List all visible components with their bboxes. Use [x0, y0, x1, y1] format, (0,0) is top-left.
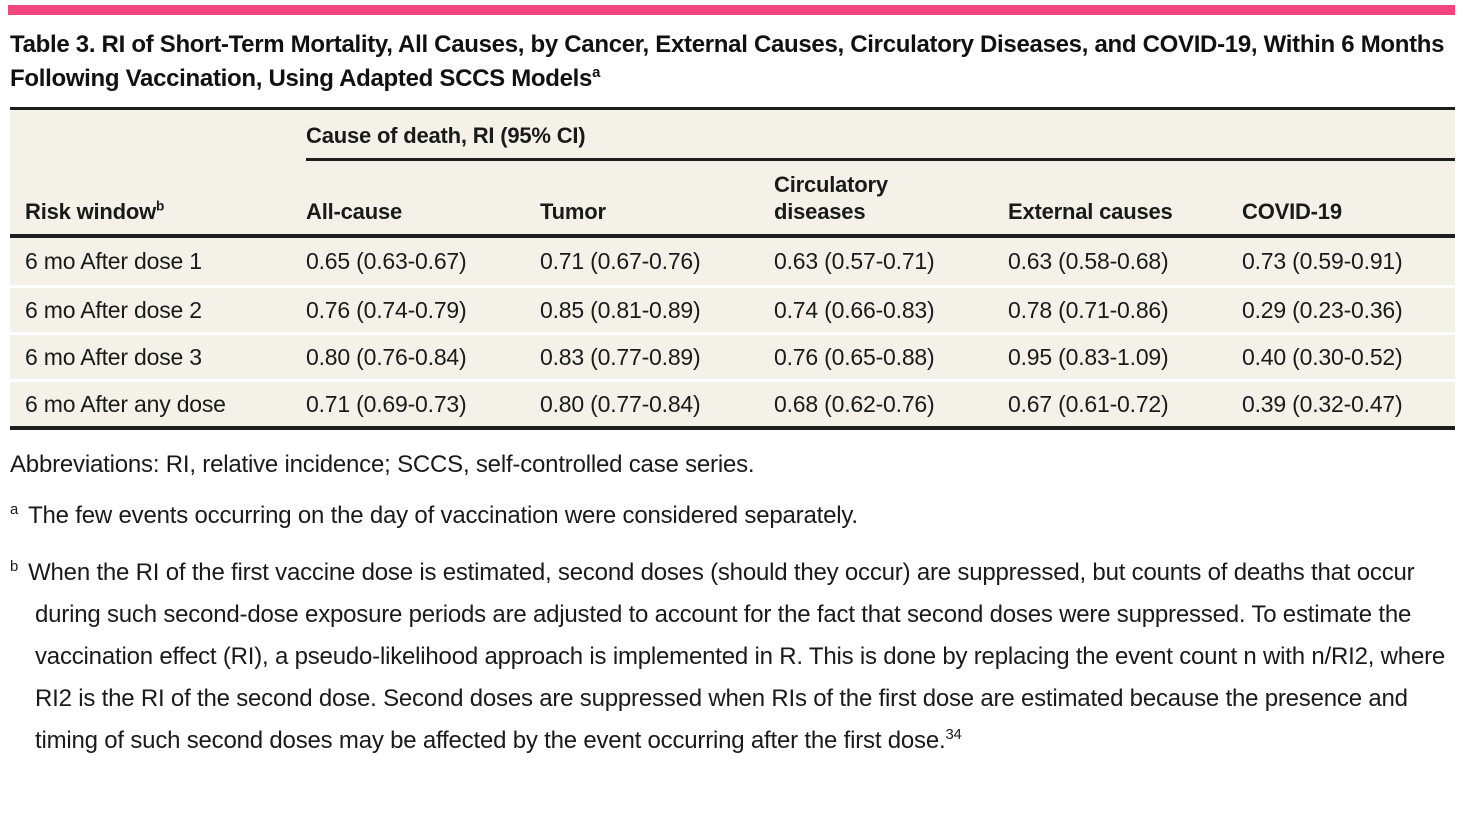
table-cell: 0.67 (0.61-0.72) [1008, 390, 1169, 417]
table-title: Table 3. RI of Short-Term Mortality, All… [10, 28, 1458, 96]
table-cell: 0.39 (0.32-0.47) [1242, 390, 1403, 417]
span-header-row: Cause of death, RI (95% CI) [10, 110, 1455, 161]
row-label: 6 mo After dose 1 [25, 248, 202, 274]
column-header-covid-19: COVID-19 [1242, 198, 1455, 225]
table-body: 6 mo After dose 1 0.65 (0.63-0.67) 0.71 (0… [10, 238, 1455, 426]
column-header-label: External causes [1008, 199, 1173, 224]
abbreviations-note: Abbreviations: RI, relative incidence; S… [10, 451, 755, 478]
table-row: 6 mo After dose 3 0.80 (0.76-0.84) 0.83 (0… [10, 332, 1455, 379]
table-cell: 0.73 (0.59-0.91) [1242, 248, 1403, 274]
table-cell: 0.29 (0.23-0.36) [1242, 296, 1403, 323]
column-header-all-cause: All-cause [306, 198, 540, 225]
footnote-list: a The few events occurring on the day of … [10, 495, 1457, 762]
table-cell: 0.95 (0.83-1.09) [1008, 343, 1169, 370]
column-header-label: COVID-19 [1242, 199, 1342, 224]
footnote-a: a The few events occurring on the day of … [10, 495, 1457, 537]
table-title-text: Table 3. RI of Short-Term Mortality, All… [10, 31, 1445, 92]
table-row: 6 mo After dose 2 0.76 (0.74-0.79) 0.85 (0… [10, 285, 1455, 332]
footnotes: Abbreviations: RI, relative incidence; S… [10, 450, 1457, 762]
table-cell: 0.76 (0.74-0.79) [306, 296, 467, 323]
data-table: Cause of death, RI (95% CI) Risk windowb… [10, 107, 1455, 430]
table-cell: 0.63 (0.57-0.71) [774, 248, 935, 274]
table-cell: 0.78 (0.71-0.86) [1008, 296, 1169, 323]
risk-window-footnote-marker: b [156, 198, 165, 214]
document-page: Table 3. RI of Short-Term Mortality, All… [0, 5, 1463, 813]
table-cell: 0.68 (0.62-0.76) [774, 390, 935, 417]
table-cell: 0.71 (0.67-0.76) [540, 248, 701, 274]
table-cell: 0.63 (0.58-0.68) [1008, 248, 1169, 274]
footnote-b: b When the RI of the first vaccine dose i… [10, 552, 1457, 762]
table-cell: 0.80 (0.77-0.84) [540, 390, 701, 417]
table-row: 6 mo After dose 1 0.65 (0.63-0.67) 0.71 (0… [10, 238, 1455, 285]
accent-bar [8, 5, 1455, 15]
title-footnote-marker: a [592, 65, 601, 81]
table-cell: 0.74 (0.66-0.83) [774, 296, 935, 323]
table-cell: 0.85 (0.81-0.89) [540, 296, 701, 323]
column-header-row: Risk windowb All-cause Tumor Circulatory d… [10, 161, 1455, 238]
row-label: 6 mo After dose 2 [25, 296, 202, 323]
table-cell: 0.65 (0.63-0.67) [306, 248, 467, 274]
table-cell: 0.40 (0.30-0.52) [1242, 343, 1403, 370]
column-header-circulatory-diseases: Circulatory diseases [774, 171, 1008, 225]
row-label: 6 mo After dose 3 [25, 343, 202, 370]
table-row: 6 mo After any dose 0.71 (0.69-0.73) 0.80 … [10, 379, 1455, 426]
risk-window-label: Risk window [25, 199, 157, 224]
footnote-reference-number: 34 [945, 727, 962, 743]
table-cell: 0.80 (0.76-0.84) [306, 343, 467, 370]
column-header-external-causes: External causes [1008, 198, 1242, 225]
table-cell: 0.83 (0.77-0.89) [540, 343, 701, 370]
column-header-tumor: Tumor [540, 198, 774, 225]
column-header-label: All-cause [306, 199, 403, 224]
table-cell: 0.76 (0.65-0.88) [774, 343, 935, 370]
table-cell: 0.71 (0.69-0.73) [306, 390, 467, 417]
column-header-risk-window: Risk windowb [25, 198, 306, 225]
span-header-label: Cause of death, RI (95% CI) [306, 123, 1455, 161]
row-label: 6 mo After any dose [25, 390, 226, 417]
footnote-marker: b [10, 559, 19, 575]
footnote-text: The few events occurring on the day of v… [28, 502, 858, 529]
column-header-label: Circulatory diseases [774, 172, 888, 224]
column-header-label: Tumor [540, 199, 606, 224]
footnote-text: When the RI of the first vaccine dose is… [28, 559, 1446, 754]
footnote-marker: a [10, 502, 19, 518]
